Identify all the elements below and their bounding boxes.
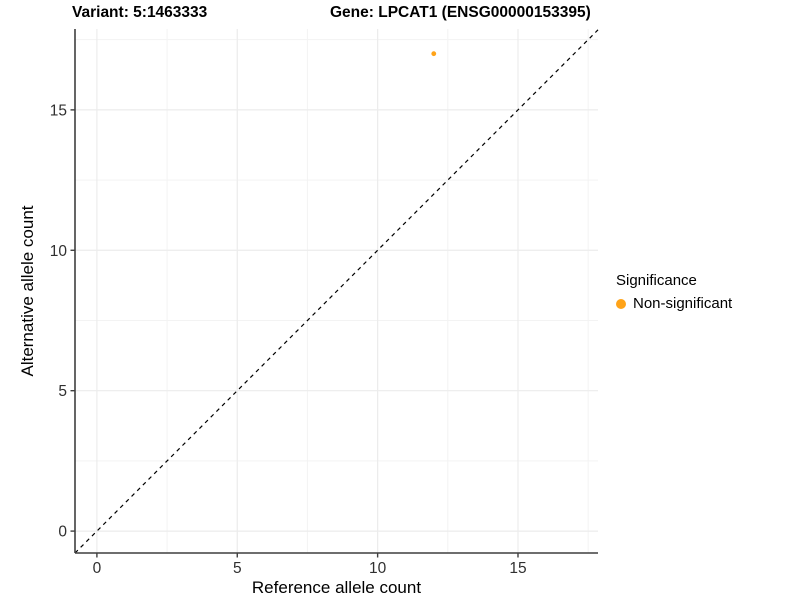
y-tick-label: 15 <box>50 102 67 119</box>
y-tick-label: 0 <box>58 524 67 541</box>
legend: Significance Non-significant <box>616 271 732 313</box>
x-tick-label: 10 <box>369 560 387 577</box>
y-tick-label: 10 <box>50 243 68 260</box>
variant-title: Variant: 5:1463333 <box>72 4 208 21</box>
x-tick-label: 5 <box>233 560 242 577</box>
gene-title: Gene: LPCAT1 (ENSG00000153395) <box>330 4 591 21</box>
x-tick-label: 15 <box>509 560 526 577</box>
x-axis-title: Reference allele count <box>251 578 422 597</box>
x-tick-label: 0 <box>93 560 102 577</box>
y-tick-label: 5 <box>58 383 67 400</box>
identity-dashed-line <box>74 29 599 554</box>
legend-point-icon <box>616 298 626 309</box>
y-axis-title: Alternative allele count <box>18 205 37 377</box>
legend-title: Significance <box>616 272 697 289</box>
legend-item-label: Non-significant <box>633 295 733 312</box>
data-point <box>431 51 437 57</box>
legend-item-non-significant: Non-significant <box>616 294 732 313</box>
